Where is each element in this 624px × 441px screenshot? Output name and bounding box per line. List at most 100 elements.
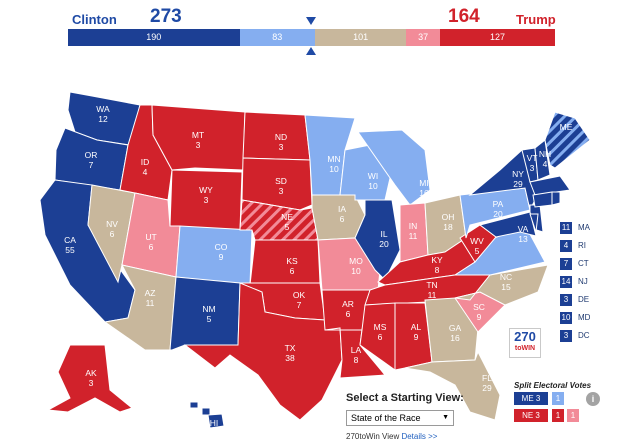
ne-split-value-pink[interactable]: 1: [567, 409, 579, 422]
state-label-mt: MT: [192, 130, 204, 140]
state-votes-la: 8: [354, 355, 359, 365]
state-votes-ak: 3: [89, 378, 94, 388]
state-KS[interactable]: [249, 239, 321, 286]
state-votes-nh: 4: [543, 159, 548, 169]
state-votes-al: 9: [414, 332, 419, 342]
ne-votes-dc[interactable]: 3: [560, 330, 572, 342]
state-MI[interactable]: [357, 129, 431, 206]
electoral-vote-bar: 190 83 101 37 127: [68, 29, 555, 46]
state-votes-nm: 5: [207, 314, 212, 324]
state-label-ky: KY: [431, 255, 443, 265]
state-label-va: VA: [518, 224, 529, 234]
state-CO[interactable]: [175, 225, 253, 286]
state-HI[interactable]: [189, 401, 225, 429]
ne-votes-ri[interactable]: 4: [560, 240, 572, 252]
state-label-nc: NC: [500, 272, 512, 282]
view-footer-text: 270toWin View: [346, 432, 402, 441]
state-label-ar: AR: [342, 299, 354, 309]
ne-votes-ma[interactable]: 11: [560, 222, 572, 234]
state-MS[interactable]: [359, 302, 396, 371]
state-votes-ar: 6: [346, 309, 351, 319]
state-label-ut: UT: [145, 232, 156, 242]
ne-split-label: NE 3: [514, 409, 548, 422]
me-split-value[interactable]: 1: [552, 392, 564, 405]
state-votes-sc: 9: [477, 312, 482, 322]
ne-label-de: DE: [578, 295, 590, 304]
ne-votes-de[interactable]: 3: [560, 294, 572, 306]
state-votes-ut: 6: [149, 242, 154, 252]
state-label-me: ME: [560, 122, 573, 132]
state-IL[interactable]: [354, 199, 401, 281]
state-label-mi: MI: [419, 178, 428, 188]
state-label-ca: CA: [64, 235, 76, 245]
state-MA[interactable]: [529, 175, 571, 196]
state-label-wv: WV: [470, 236, 484, 246]
starting-view-selected: State of the Race: [351, 413, 421, 423]
state-votes-oh: 18: [443, 222, 453, 232]
state-DE[interactable]: [529, 213, 539, 233]
state-label-vt: VT: [527, 153, 538, 163]
state-label-nv: NV: [106, 219, 118, 229]
bar-segment-solid-rep: 127: [439, 29, 555, 46]
state-label-or: OR: [85, 150, 98, 160]
state-MD[interactable]: [478, 211, 537, 238]
state-label-ok: OK: [293, 290, 306, 300]
ne-votes-md[interactable]: 10: [560, 312, 572, 324]
state-labels: WA12OR7CA55NV6ID4MT3WY3UT6AZ11CO9NM5ND3S…: [64, 104, 573, 438]
state-NC[interactable]: [454, 264, 549, 306]
me-split-label: ME 3: [514, 392, 548, 405]
state-votes-nd: 3: [279, 142, 284, 152]
bar-segment-tossup: 101: [314, 29, 407, 46]
state-FL[interactable]: [404, 350, 501, 421]
state-TX[interactable]: [183, 282, 343, 421]
state-votes-ia: 6: [340, 214, 345, 224]
ne-split-value-red[interactable]: 1: [552, 409, 564, 422]
state-label-la: LA: [351, 345, 362, 355]
state-label-al: AL: [411, 322, 422, 332]
state-label-tn: TN: [426, 280, 437, 290]
state-CT[interactable]: [532, 191, 553, 208]
state-votes-mi: 16: [419, 188, 429, 198]
state-votes-co: 9: [219, 252, 224, 262]
270towin-logo[interactable]: 270 toWIN: [509, 328, 541, 358]
state-votes-or: 7: [89, 160, 94, 170]
state-label-wa: WA: [96, 104, 110, 114]
state-label-hi: HI: [210, 418, 219, 428]
state-NH[interactable]: [534, 139, 551, 181]
logo-subtext: toWIN: [514, 345, 536, 352]
ne-votes-nj[interactable]: 14: [560, 276, 572, 288]
state-votes-va: 13: [518, 234, 528, 244]
state-votes-tx: 38: [285, 353, 295, 363]
trump-label: Trump: [516, 12, 556, 27]
state-AK[interactable]: [46, 344, 134, 413]
details-link[interactable]: Details >>: [401, 432, 438, 441]
state-label-tx: TX: [285, 343, 296, 353]
clinton-total: 273: [150, 6, 182, 27]
majority-marker-bottom: [306, 47, 316, 55]
state-label-fl: FL: [482, 373, 492, 383]
state-GA[interactable]: [424, 297, 479, 363]
clinton-label: Clinton: [72, 12, 117, 27]
state-label-az: AZ: [145, 288, 156, 298]
state-label-nm: NM: [202, 304, 215, 314]
state-label-ny: NY: [512, 169, 524, 179]
state-label-id: ID: [141, 157, 150, 167]
state-votes-ok: 7: [297, 300, 302, 310]
starting-view-title: Select a Starting View:: [346, 392, 464, 404]
state-RI[interactable]: [551, 191, 561, 206]
info-icon[interactable]: i: [586, 392, 600, 406]
state-votes-vt: 3: [530, 163, 535, 173]
state-label-ak: AK: [85, 368, 97, 378]
state-votes-wv: 5: [475, 246, 480, 256]
state-label-wi: WI: [368, 171, 378, 181]
ne-votes-ct[interactable]: 7: [560, 258, 572, 270]
state-ME[interactable]: [544, 111, 591, 169]
state-label-ia: IA: [338, 204, 346, 214]
state-votes-fl: 29: [482, 383, 492, 393]
state-votes-hi: 4: [212, 428, 217, 438]
state-SD[interactable]: [241, 157, 313, 211]
ne-label-dc: DC: [578, 331, 590, 340]
starting-view-select[interactable]: State of the Race ▼: [346, 410, 454, 426]
state-label-ks: KS: [286, 256, 298, 266]
